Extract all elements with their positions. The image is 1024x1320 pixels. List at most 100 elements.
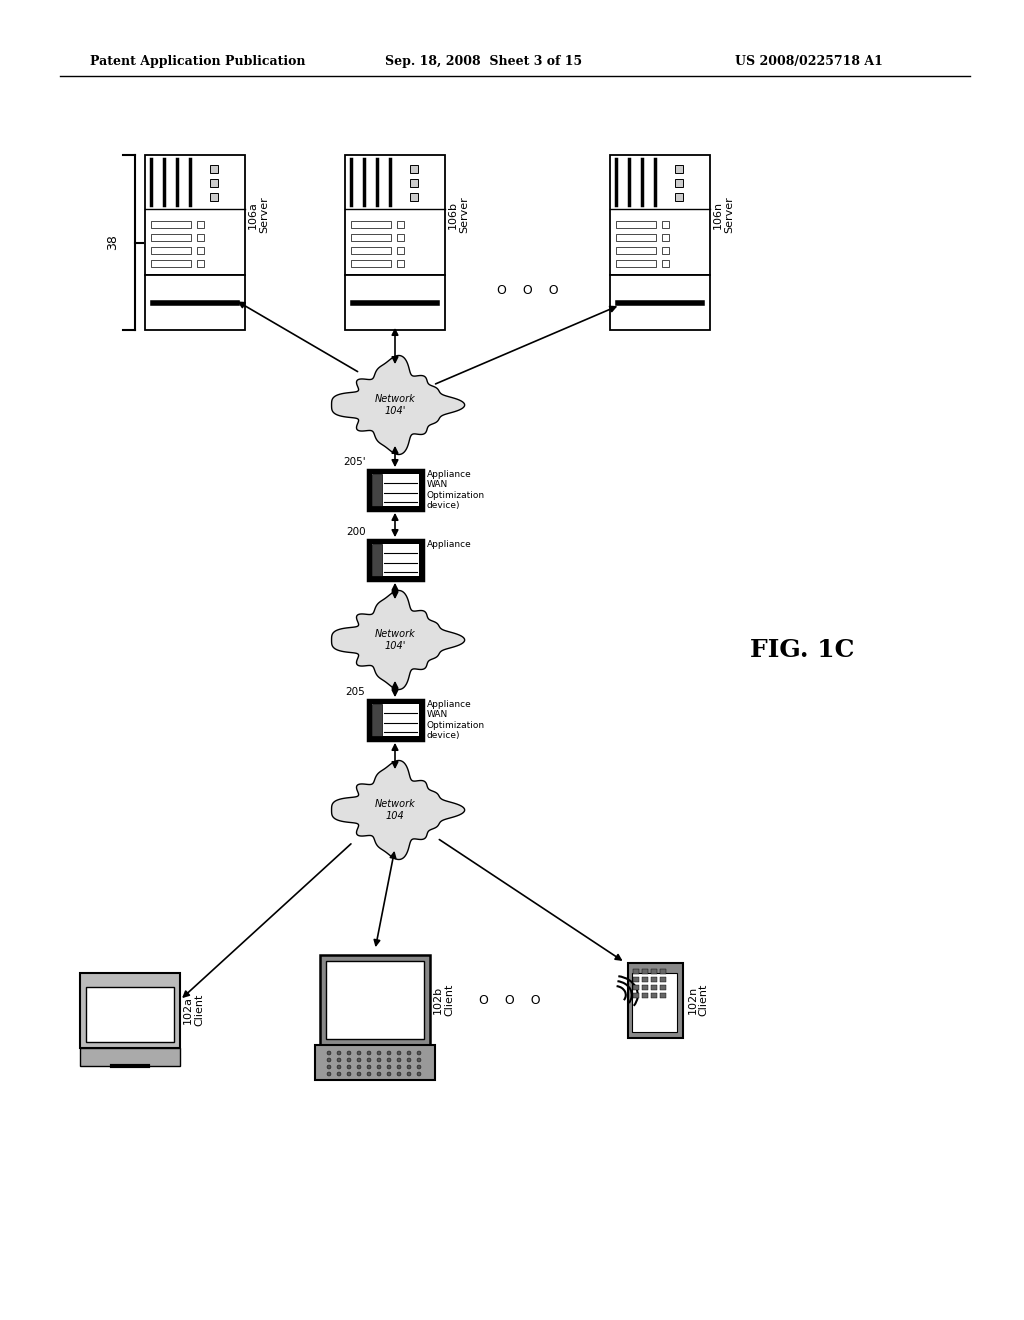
- Circle shape: [367, 1072, 371, 1076]
- Bar: [151, 247, 191, 253]
- Bar: [345, 154, 445, 275]
- Bar: [616, 234, 656, 242]
- Circle shape: [357, 1065, 361, 1069]
- Text: 102b: 102b: [433, 986, 443, 1014]
- Circle shape: [367, 1065, 371, 1069]
- Circle shape: [397, 1065, 401, 1069]
- Text: 205': 205': [343, 457, 366, 467]
- Text: O    O    O: O O O: [497, 284, 558, 297]
- Bar: [145, 154, 245, 275]
- Text: 106a: 106a: [248, 201, 258, 228]
- Bar: [372, 544, 382, 576]
- Bar: [675, 180, 683, 187]
- Bar: [650, 993, 656, 998]
- Text: FIG. 1C: FIG. 1C: [750, 638, 854, 663]
- Bar: [210, 165, 218, 173]
- Bar: [675, 165, 683, 173]
- Text: 102a: 102a: [183, 997, 193, 1024]
- Circle shape: [387, 1072, 391, 1076]
- Bar: [326, 961, 424, 1039]
- Circle shape: [417, 1065, 421, 1069]
- Bar: [372, 544, 419, 576]
- Circle shape: [387, 1051, 391, 1055]
- Bar: [319, 954, 430, 1045]
- Circle shape: [347, 1059, 351, 1063]
- Circle shape: [337, 1051, 341, 1055]
- Text: Server: Server: [459, 197, 469, 234]
- Text: 38: 38: [106, 235, 120, 251]
- Bar: [628, 962, 683, 1038]
- Circle shape: [327, 1051, 331, 1055]
- Circle shape: [327, 1059, 331, 1063]
- Circle shape: [377, 1065, 381, 1069]
- Bar: [662, 220, 669, 228]
- Circle shape: [337, 1065, 341, 1069]
- Circle shape: [357, 1051, 361, 1055]
- Bar: [410, 180, 418, 187]
- Circle shape: [417, 1059, 421, 1063]
- Text: Network
104': Network 104': [375, 395, 416, 416]
- Bar: [80, 973, 180, 1048]
- Circle shape: [367, 1051, 371, 1055]
- Bar: [662, 260, 669, 267]
- Bar: [632, 973, 677, 1031]
- Bar: [86, 986, 174, 1041]
- Bar: [197, 247, 204, 253]
- Circle shape: [387, 1059, 391, 1063]
- Bar: [650, 985, 656, 990]
- Bar: [368, 540, 423, 579]
- Text: Server: Server: [259, 197, 269, 234]
- Text: 102n: 102n: [687, 986, 697, 1014]
- Bar: [662, 234, 669, 242]
- Circle shape: [347, 1065, 351, 1069]
- Circle shape: [337, 1072, 341, 1076]
- Circle shape: [357, 1059, 361, 1063]
- Bar: [675, 193, 683, 201]
- Bar: [210, 193, 218, 201]
- Bar: [641, 993, 647, 998]
- Bar: [633, 969, 639, 974]
- Circle shape: [327, 1065, 331, 1069]
- Bar: [151, 234, 191, 242]
- Bar: [616, 220, 656, 228]
- Bar: [315, 1045, 435, 1080]
- Text: Sep. 18, 2008  Sheet 3 of 15: Sep. 18, 2008 Sheet 3 of 15: [385, 55, 582, 69]
- Text: Network
104: Network 104: [375, 799, 416, 821]
- Circle shape: [407, 1051, 411, 1055]
- Text: Client: Client: [194, 994, 204, 1026]
- Circle shape: [377, 1051, 381, 1055]
- Polygon shape: [332, 760, 465, 859]
- Bar: [351, 247, 391, 253]
- Text: 205: 205: [346, 686, 366, 697]
- Circle shape: [327, 1072, 331, 1076]
- Text: Patent Application Publication: Patent Application Publication: [90, 55, 305, 69]
- Bar: [659, 969, 666, 974]
- Bar: [145, 275, 245, 330]
- Bar: [650, 977, 656, 982]
- Bar: [197, 260, 204, 267]
- Circle shape: [377, 1059, 381, 1063]
- Bar: [345, 275, 445, 330]
- Bar: [80, 1048, 180, 1065]
- Bar: [372, 704, 382, 737]
- Bar: [197, 234, 204, 242]
- Text: US 2008/0225718 A1: US 2008/0225718 A1: [735, 55, 883, 69]
- Circle shape: [397, 1072, 401, 1076]
- Text: Network
104': Network 104': [375, 630, 416, 651]
- Bar: [351, 260, 391, 267]
- Polygon shape: [332, 590, 465, 689]
- Bar: [368, 700, 423, 741]
- Bar: [616, 260, 656, 267]
- Bar: [610, 154, 710, 275]
- Text: Client: Client: [698, 983, 709, 1016]
- Bar: [397, 260, 404, 267]
- Circle shape: [417, 1051, 421, 1055]
- Bar: [410, 165, 418, 173]
- Bar: [210, 180, 218, 187]
- Text: Appliance
WAN
Optimization
device): Appliance WAN Optimization device): [427, 470, 484, 511]
- Text: Appliance
WAN
Optimization
device): Appliance WAN Optimization device): [427, 700, 484, 741]
- Text: Appliance: Appliance: [427, 540, 471, 549]
- Bar: [659, 985, 666, 990]
- Circle shape: [357, 1072, 361, 1076]
- Bar: [633, 985, 639, 990]
